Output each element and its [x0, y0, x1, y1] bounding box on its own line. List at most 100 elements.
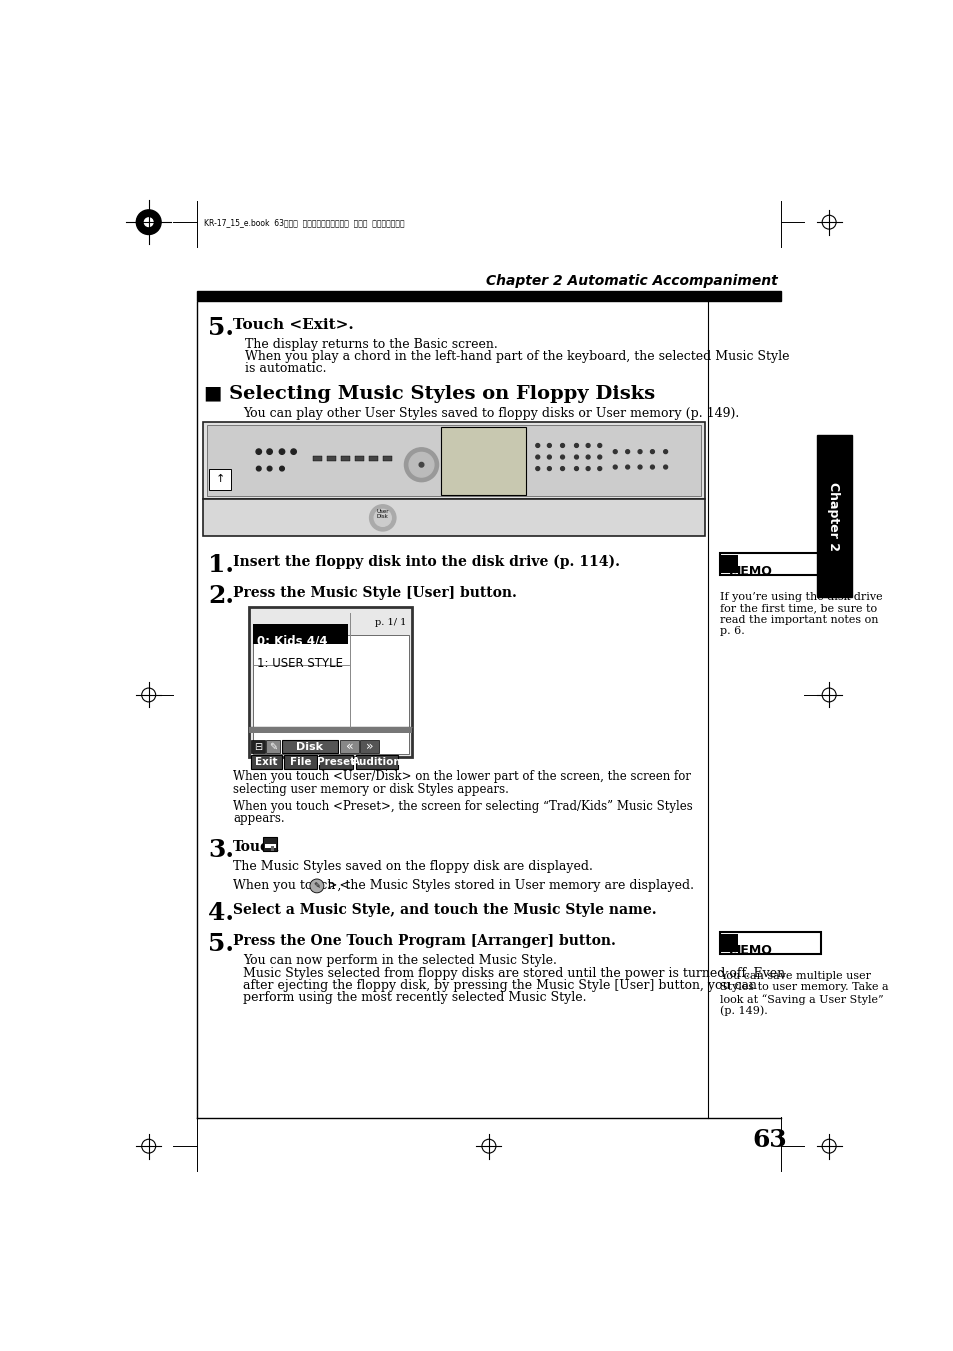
- Bar: [282, 739, 337, 754]
- Text: Touch: Touch: [233, 840, 279, 854]
- Circle shape: [536, 443, 539, 447]
- Bar: [265, 844, 275, 848]
- Circle shape: [663, 465, 667, 469]
- Circle shape: [267, 449, 272, 454]
- Bar: [720, 934, 737, 952]
- Circle shape: [536, 455, 539, 459]
- Circle shape: [279, 466, 284, 471]
- Text: Audition: Audition: [352, 757, 401, 767]
- Bar: [263, 838, 277, 851]
- Text: Disk: Disk: [296, 742, 323, 751]
- Circle shape: [310, 880, 323, 893]
- Text: (p. 149).: (p. 149).: [720, 1005, 767, 1016]
- Bar: [249, 727, 412, 734]
- Circle shape: [404, 447, 438, 482]
- Circle shape: [547, 466, 551, 470]
- Circle shape: [547, 443, 551, 447]
- Text: >, the Music Styles stored in User memory are displayed.: >, the Music Styles stored in User memor…: [327, 880, 693, 892]
- Bar: [251, 739, 265, 754]
- Text: Touch <Exit>.: Touch <Exit>.: [233, 317, 354, 331]
- Circle shape: [369, 505, 395, 531]
- Text: 0: Kids 4/4: 0: Kids 4/4: [257, 635, 328, 648]
- Circle shape: [560, 443, 564, 447]
- Text: after ejecting the floppy disk, by pressing the Music Style [User] button, you c: after ejecting the floppy disk, by press…: [243, 979, 757, 992]
- Circle shape: [418, 462, 423, 467]
- Bar: [720, 554, 820, 574]
- Text: ✎: ✎: [269, 742, 277, 751]
- Text: 1.: 1.: [208, 554, 234, 577]
- Bar: [196, 292, 781, 301]
- Text: p. 1/ 1: p. 1/ 1: [375, 617, 406, 627]
- Circle shape: [547, 455, 551, 459]
- Circle shape: [625, 465, 629, 469]
- Text: You can play other User Styles saved to floppy disks or User memory (p. 149).: You can play other User Styles saved to …: [243, 407, 739, 420]
- Circle shape: [144, 218, 152, 227]
- Text: selecting user memory or disk Styles appears.: selecting user memory or disk Styles app…: [233, 782, 509, 796]
- Bar: [360, 739, 378, 754]
- Text: Styles to user memory. Take a: Styles to user memory. Take a: [720, 982, 887, 992]
- Circle shape: [613, 465, 617, 469]
- Bar: [319, 755, 353, 769]
- Text: 2.: 2.: [208, 584, 234, 608]
- Text: When you play a chord in the left-hand part of the keyboard, the selected Music : When you play a chord in the left-hand p…: [245, 350, 788, 363]
- Text: When you touch <User/Disk> on the lower part of the screen, the screen for: When you touch <User/Disk> on the lower …: [233, 770, 691, 784]
- Circle shape: [574, 443, 578, 447]
- Text: 3.: 3.: [208, 838, 234, 862]
- Text: User: User: [376, 509, 389, 515]
- Text: When you touch <Preset>, the screen for selecting “Trad/Kids” Music Styles: When you touch <Preset>, the screen for …: [233, 800, 692, 813]
- Circle shape: [598, 455, 601, 459]
- Text: Music Styles selected from floppy disks are stored until the power is turned off: Music Styles selected from floppy disks …: [243, 967, 784, 979]
- Bar: [327, 457, 335, 461]
- Circle shape: [585, 466, 590, 470]
- Circle shape: [625, 450, 629, 454]
- Text: KR-17_15_e.book  63ページ  ２００４年１２月６日  月曜日  午後１時５４分: KR-17_15_e.book 63ページ ２００４年１２月６日 月曜日 午後１…: [204, 218, 405, 227]
- Circle shape: [585, 443, 590, 447]
- Circle shape: [821, 688, 835, 703]
- Text: Exit: Exit: [255, 757, 277, 767]
- Circle shape: [663, 450, 667, 454]
- Text: »: »: [365, 740, 373, 753]
- Bar: [440, 427, 525, 494]
- Circle shape: [613, 450, 617, 454]
- Circle shape: [136, 209, 161, 235]
- Bar: [253, 624, 348, 644]
- Text: MEMO: MEMO: [728, 565, 772, 578]
- Text: You can now perform in the selected Music Style.: You can now perform in the selected Musi…: [243, 954, 557, 967]
- Circle shape: [536, 466, 539, 470]
- Text: 4.: 4.: [208, 901, 234, 925]
- Bar: [313, 457, 322, 461]
- Bar: [382, 457, 392, 461]
- Text: Press the One Touch Program [Arranger] button.: Press the One Touch Program [Arranger] b…: [233, 934, 616, 947]
- Circle shape: [291, 449, 296, 454]
- Text: Chapter 2: Chapter 2: [826, 482, 840, 551]
- Text: 5.: 5.: [208, 932, 234, 957]
- Bar: [266, 739, 280, 754]
- Text: look at “Saving a User Style”: look at “Saving a User Style”: [720, 994, 882, 1005]
- Circle shape: [560, 455, 564, 459]
- Circle shape: [409, 453, 434, 477]
- Bar: [369, 457, 377, 461]
- Circle shape: [374, 509, 391, 527]
- Text: Insert the floppy disk into the disk drive (p. 114).: Insert the floppy disk into the disk dri…: [233, 555, 619, 569]
- Circle shape: [279, 449, 284, 454]
- Circle shape: [574, 455, 578, 459]
- Bar: [340, 457, 350, 461]
- Circle shape: [255, 449, 261, 454]
- Text: If you’re using the disk drive: If you’re using the disk drive: [720, 592, 882, 601]
- Text: perform using the most recently selected Music Style.: perform using the most recently selected…: [243, 992, 586, 1004]
- Text: 1: USER STYLE: 1: USER STYLE: [257, 657, 343, 670]
- Circle shape: [267, 466, 272, 471]
- Circle shape: [574, 466, 578, 470]
- Bar: [209, 469, 231, 490]
- Circle shape: [821, 1139, 835, 1154]
- Bar: [253, 635, 409, 754]
- Text: read the important notes on: read the important notes on: [720, 615, 878, 626]
- Bar: [271, 846, 274, 851]
- Bar: [251, 755, 282, 769]
- Text: appears.: appears.: [233, 812, 285, 825]
- Text: ✎: ✎: [313, 881, 320, 890]
- Text: 5.: 5.: [208, 316, 234, 340]
- Circle shape: [585, 455, 590, 459]
- Circle shape: [560, 466, 564, 470]
- Circle shape: [821, 215, 835, 230]
